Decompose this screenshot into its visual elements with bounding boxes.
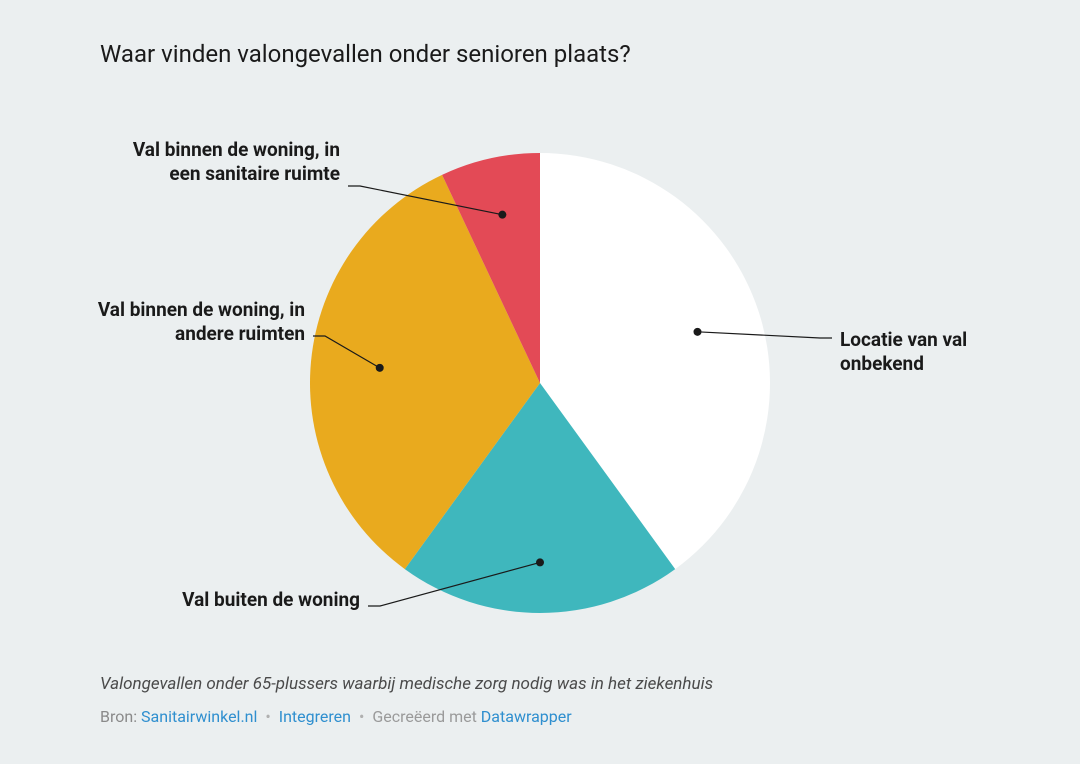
pie-chart: Locatie van val onbekendVal buiten de wo… (100, 98, 980, 658)
source-link-2[interactable]: Integreren (279, 707, 351, 726)
chart-footer: Valongevallen onder 65-plussers waarbij … (100, 671, 980, 730)
created-label: Gecreëerd met (372, 707, 477, 726)
source-link-1[interactable]: Sanitairwinkel.nl (141, 707, 257, 726)
footer-source: Bron: Sanitairwinkel.nl • Integreren • G… (100, 704, 980, 730)
created-tool-link[interactable]: Datawrapper (481, 707, 572, 726)
chart-title: Waar vinden valongevallen onder senioren… (100, 40, 980, 68)
slice-label: Val buiten de woning (170, 588, 360, 612)
slice-label: Val binnen de woning, in andere ruimten (95, 298, 305, 346)
slice-label: Val binnen de woning, in een sanitaire r… (130, 138, 340, 186)
footer-note: Valongevallen onder 65-plussers waarbij … (100, 671, 980, 698)
separator-dot-icon: • (265, 707, 270, 726)
separator-dot-icon: • (359, 707, 364, 726)
slice-label: Locatie van val onbekend (840, 328, 1010, 376)
source-label: Bron: (100, 707, 137, 726)
